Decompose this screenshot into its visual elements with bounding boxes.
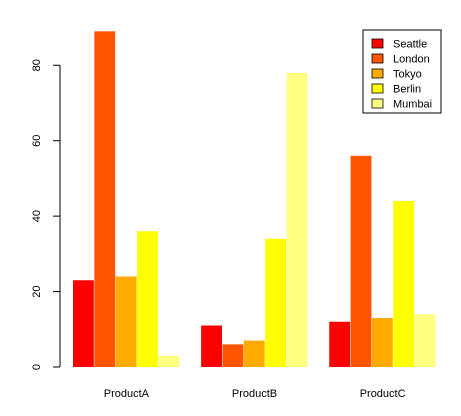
legend-label-mumbai: Mumbai — [393, 99, 432, 111]
bar-productb-tokyo — [243, 340, 265, 367]
legend-label-berlin: Berlin — [393, 84, 421, 96]
bar-productb-london — [222, 344, 244, 367]
y-tick-label: 60 — [31, 135, 43, 147]
y-tick-label: 0 — [31, 364, 43, 370]
legend-swatch-tokyo — [371, 68, 384, 79]
legend-label-london: London — [393, 54, 430, 66]
x-tick-label: ProductB — [232, 388, 277, 400]
y-tick-label: 40 — [31, 210, 43, 222]
bar-productb-berlin — [265, 238, 287, 367]
x-tick-label: ProductA — [104, 388, 150, 400]
bar-producta-mumbai — [158, 355, 180, 367]
legend-swatch-berlin — [371, 83, 384, 94]
x-tick-label: ProductC — [360, 388, 406, 400]
y-tick-label: 80 — [31, 59, 43, 71]
bar-producta-tokyo — [115, 276, 137, 367]
bar-productc-london — [350, 155, 372, 367]
legend-swatch-mumbai — [371, 98, 384, 109]
legend-label-tokyo: Tokyo — [393, 69, 422, 81]
bar-productc-berlin — [393, 201, 415, 367]
y-tick-label: 20 — [31, 285, 43, 297]
bar-productb-seattle — [201, 325, 222, 367]
legend-label-seattle: Seattle — [393, 39, 427, 51]
bar-productc-tokyo — [371, 317, 393, 367]
x-axis-labels: ProductA ProductB ProductC — [104, 388, 406, 400]
bar-productc-mumbai — [414, 314, 436, 367]
y-axis: 0 20 40 60 80 — [31, 59, 61, 370]
bar-productc-seattle — [329, 321, 351, 367]
bars-group — [73, 31, 436, 368]
legend: Seattle London Tokyo Berlin Mumbai — [362, 29, 442, 114]
bar-productb-mumbai — [286, 72, 308, 368]
bar-producta-seattle — [73, 280, 94, 367]
legend-swatch-london — [371, 53, 384, 64]
bar-producta-berlin — [137, 231, 158, 367]
legend-swatch-seattle — [371, 38, 384, 49]
bar-producta-london — [94, 31, 116, 367]
